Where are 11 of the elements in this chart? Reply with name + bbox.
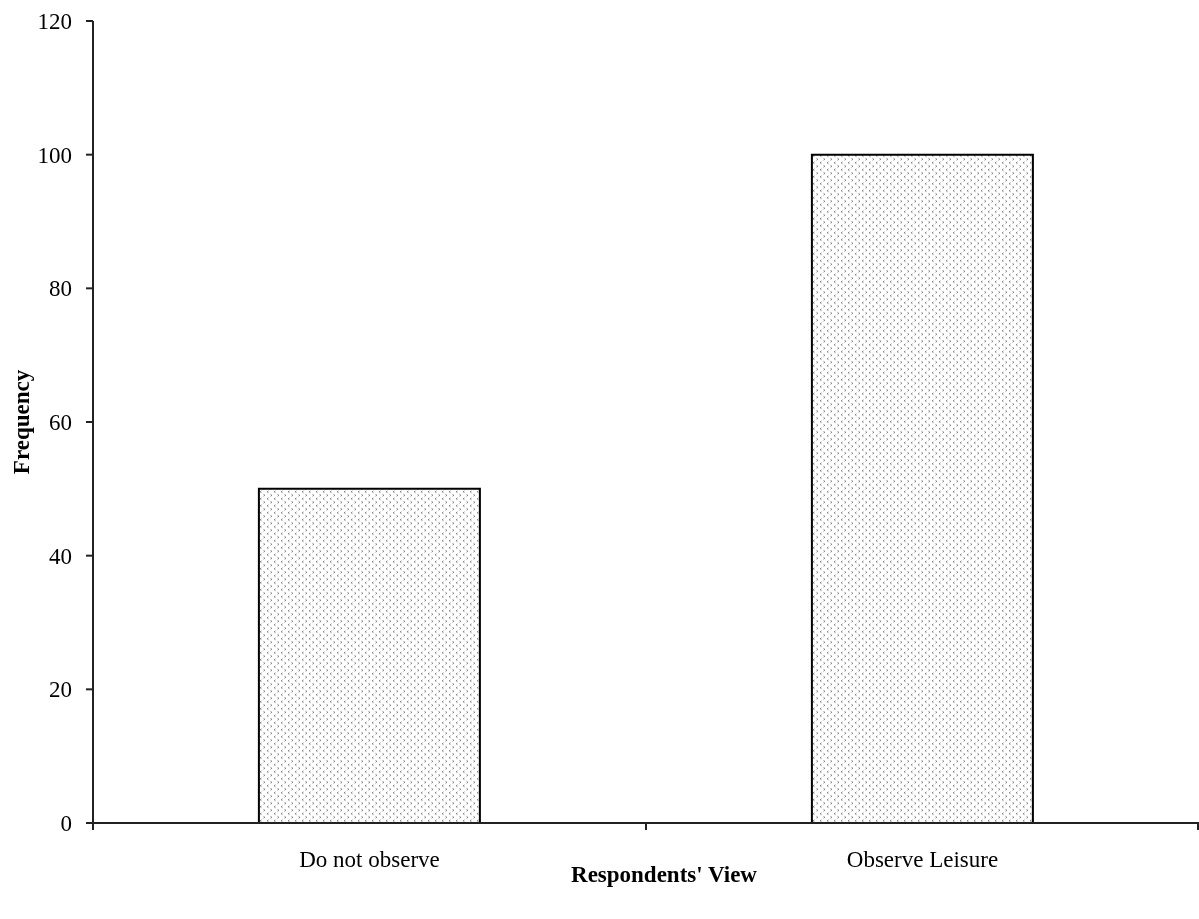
x-tick-label: Do not observe bbox=[299, 846, 440, 872]
x-axis-title: Respondents' View bbox=[571, 861, 758, 887]
y-axis-title: Frequency bbox=[8, 369, 34, 475]
y-tick-label: 100 bbox=[37, 142, 72, 168]
y-tick-label: 0 bbox=[60, 811, 72, 837]
x-tick-label: Observe Leisure bbox=[846, 846, 999, 872]
y-tick-label: 120 bbox=[37, 9, 72, 35]
y-tick-label: 80 bbox=[49, 276, 72, 302]
y-tick-label: 40 bbox=[49, 543, 72, 569]
y-tick-label: 60 bbox=[49, 410, 72, 436]
y-tick-label: 20 bbox=[49, 677, 72, 703]
